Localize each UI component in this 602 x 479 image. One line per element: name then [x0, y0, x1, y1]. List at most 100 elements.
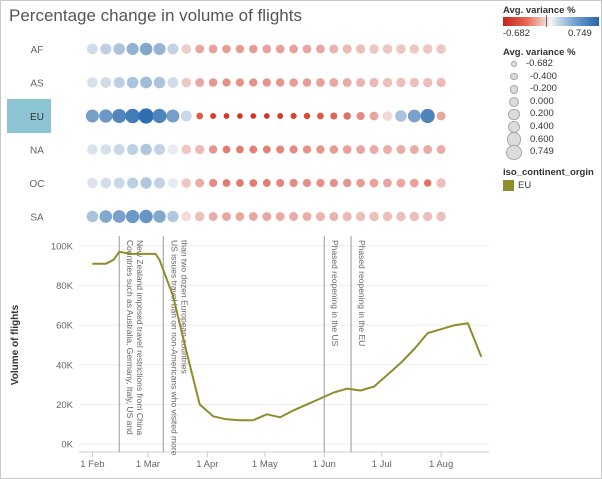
bubble-as: [369, 77, 379, 88]
bubble-eu: [343, 112, 351, 120]
bubble-sa: [396, 211, 406, 222]
bubble-af: [139, 42, 153, 56]
bubble-na: [195, 144, 205, 155]
size-legend-label: 0.600: [530, 133, 554, 145]
x-tick-label: 1 May: [252, 459, 278, 470]
bubble-na: [302, 145, 312, 154]
bubble-na: [409, 145, 419, 154]
bubble-oc: [127, 177, 139, 189]
bubble-af: [235, 44, 245, 54]
bubble-na: [396, 145, 406, 154]
chart-title: Percentage change in volume of flights: [9, 6, 302, 25]
y-tick-label: 80K: [56, 281, 74, 292]
bubble-na: [276, 145, 285, 154]
size-legend-label: 0.000: [530, 95, 554, 107]
bubble-oc: [342, 178, 352, 188]
size-legend-label: -0.400: [530, 70, 557, 82]
bubble-na: [316, 145, 325, 154]
bubble-af: [409, 44, 420, 54]
bubble-af: [436, 44, 446, 54]
bubble-oc: [222, 179, 231, 187]
y-axis-title: Volume of flights: [10, 304, 21, 385]
bubble-af: [329, 44, 339, 54]
bubble-eu: [196, 112, 204, 120]
bubble-eu: [436, 111, 446, 121]
size-legend-label: 0.200: [530, 108, 554, 120]
size-legend-label: -0.200: [530, 83, 557, 95]
bubble-af: [87, 43, 98, 55]
y-tick-label: 100K: [51, 242, 74, 253]
bubble-af: [100, 43, 112, 55]
bubble-as: [262, 78, 272, 87]
x-tick-label: 1 Jun: [313, 459, 336, 470]
bubble-na: [369, 145, 379, 154]
bubble-eu: [316, 112, 324, 120]
bubble-as: [126, 76, 139, 89]
bubble-sa: [409, 211, 419, 222]
bubble-na: [356, 145, 366, 154]
bubble-sa: [195, 211, 205, 222]
bubble-as: [409, 77, 419, 88]
bubble-eu: [138, 108, 154, 124]
bubble-oc: [436, 178, 446, 188]
bubble-sa: [382, 211, 393, 222]
x-tick-label: 1 Aug: [429, 459, 453, 470]
row-label-eu: EU: [30, 112, 44, 123]
bubble-af: [275, 44, 285, 54]
bubble-oc: [249, 179, 258, 187]
bubble-sa: [167, 210, 179, 223]
bubble-as: [436, 77, 446, 88]
bubble-oc: [181, 178, 192, 188]
bubble-oc: [383, 178, 392, 188]
bubble-as: [195, 78, 205, 87]
bubble-na: [236, 145, 244, 154]
bubble-as: [100, 77, 112, 88]
bubble-af: [181, 44, 192, 54]
bubble-oc: [329, 178, 338, 188]
x-tick-label: 1 Jul: [372, 459, 392, 470]
bubble-oc: [167, 177, 179, 189]
x-tick-label: 1 Feb: [80, 459, 104, 470]
annotation-text: New Zealand imposed travel restrictions …: [135, 240, 145, 435]
bubble-sa: [275, 212, 285, 221]
bubble-as: [289, 78, 298, 87]
bubble-oc: [236, 179, 244, 187]
x-tick-label: 1 Mar: [136, 459, 160, 470]
bubble-sa: [235, 212, 245, 221]
bubble-sa: [153, 210, 166, 223]
row-label-af: AF: [31, 45, 44, 56]
bubble-af: [208, 44, 218, 54]
size-legend-circle: [510, 72, 518, 81]
bubble-eu: [395, 110, 407, 122]
bubble-af: [195, 44, 205, 54]
size-legend-label: -0.682: [526, 58, 553, 69]
eu-series-line: [92, 250, 483, 422]
bubble-oc: [369, 178, 379, 188]
bubble-as: [113, 76, 125, 89]
color-legend-center-tick: [546, 15, 547, 27]
size-legend-title: Avg. variance %: [503, 47, 576, 58]
bubble-oc: [209, 178, 218, 188]
bubble-na: [181, 144, 192, 155]
bubble-eu: [369, 111, 379, 121]
y-tick-label: 40K: [56, 360, 74, 371]
size-legend-circle: [506, 144, 522, 160]
bubble-as: [87, 77, 98, 88]
bubble-eu: [303, 112, 311, 120]
bubble-oc: [262, 179, 271, 187]
bubble-as: [222, 78, 231, 87]
bubble-sa: [436, 211, 446, 222]
bubble-af: [369, 44, 379, 54]
bubble-oc: [396, 178, 406, 188]
color-legend-min: -0.682: [503, 28, 530, 39]
bubble-as: [423, 77, 433, 88]
bubble-as: [167, 77, 179, 88]
annotation-text: US issues travel ban on non-Americans wh…: [169, 240, 179, 456]
bubble-eu: [180, 110, 192, 122]
bubble-sa: [369, 211, 379, 222]
annotation-text: than two dozen European countries: [179, 240, 189, 374]
bubble-eu: [356, 111, 365, 121]
bubble-oc: [140, 177, 152, 189]
bubble-sa: [342, 211, 352, 222]
bubble-na: [329, 145, 339, 154]
